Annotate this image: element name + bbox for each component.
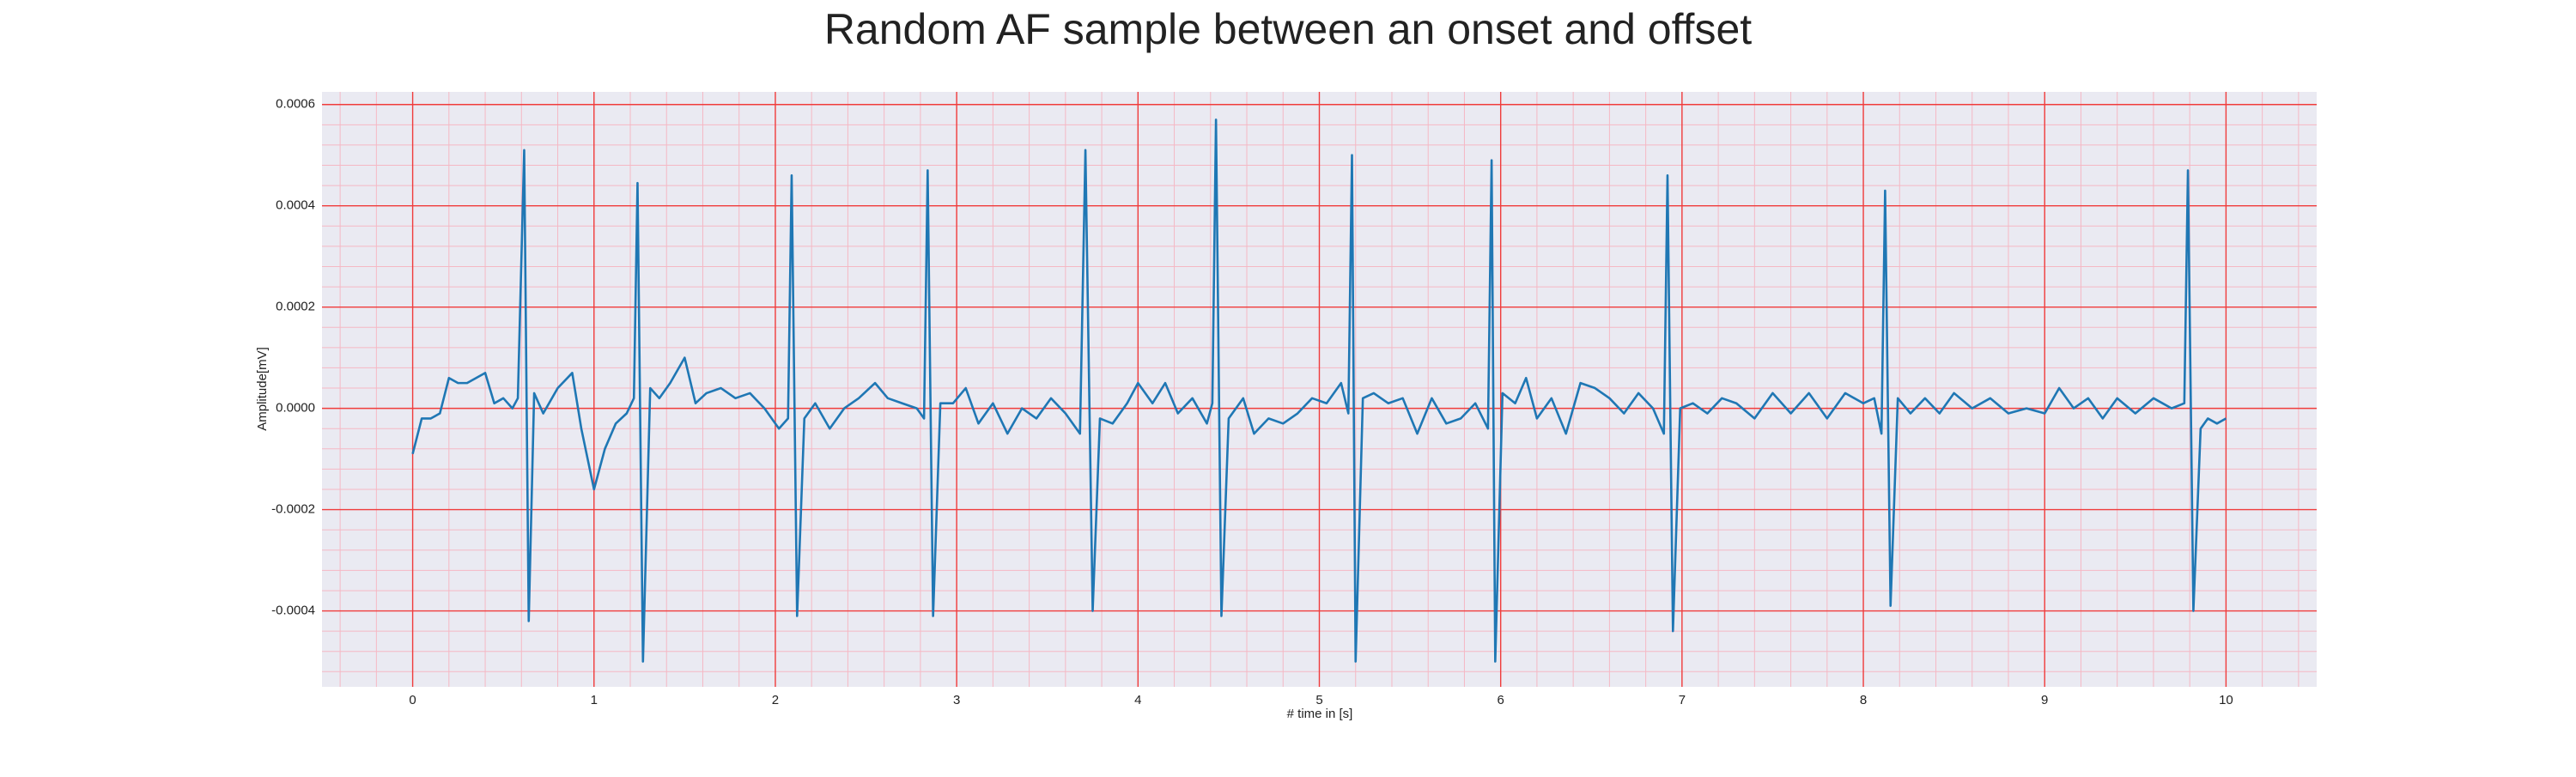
x-tick-label: 10 — [2219, 693, 2233, 707]
y-axis-label: Amplitude[mV] — [255, 347, 270, 431]
x-tick-label: 7 — [1679, 693, 1686, 707]
x-tick-label: 5 — [1315, 693, 1322, 707]
x-tick-label: 6 — [1498, 693, 1504, 707]
x-tick-label: 1 — [591, 693, 598, 707]
chart-title: Random AF sample between an onset and of… — [824, 5, 1752, 53]
y-tick-label: 0.0000 — [276, 401, 315, 416]
y-tick-label: 0.0002 — [276, 300, 315, 314]
x-tick-label: 2 — [772, 693, 779, 707]
y-tick-label: 0.0004 — [276, 198, 315, 213]
x-tick-label: 0 — [409, 693, 416, 707]
x-tick-label: 4 — [1134, 693, 1141, 707]
x-axis-label: # time in [s] — [1287, 707, 1353, 721]
x-tick-label: 9 — [2041, 693, 2048, 707]
x-tick-label: 3 — [953, 693, 960, 707]
y-tick-label: 0.0006 — [276, 97, 315, 112]
y-tick-label: -0.0004 — [271, 604, 315, 618]
x-tick-label: 8 — [1860, 693, 1867, 707]
y-tick-label: -0.0002 — [271, 502, 315, 517]
line-series — [411, 118, 2227, 663]
